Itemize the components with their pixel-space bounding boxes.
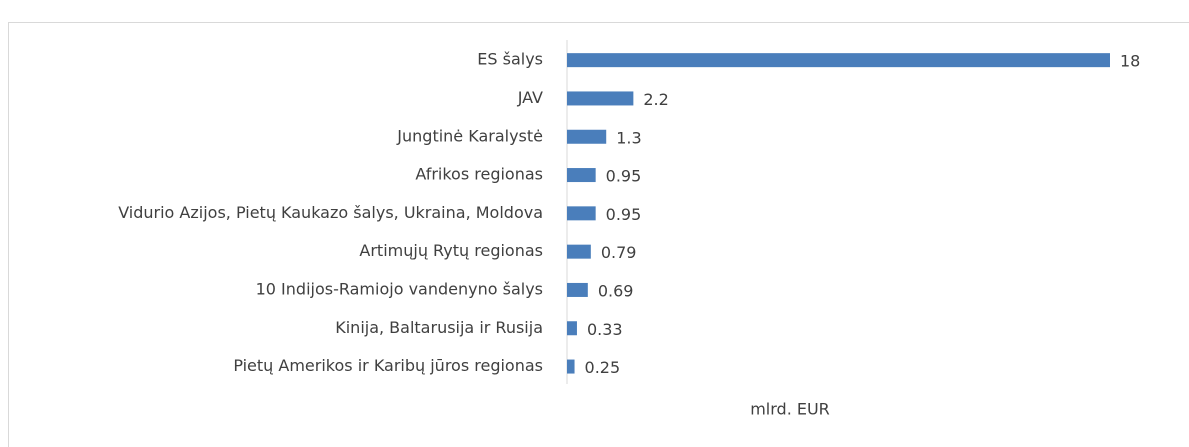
bar (567, 244, 591, 259)
y-tick-label: Vidurio Azijos, Pietų Kaukazo šalys, Ukr… (118, 203, 543, 222)
y-tick-label: Kinija, Baltarusija ir Rusija (335, 318, 543, 337)
y-tick-label: ES šalys (477, 50, 543, 69)
chart-frame (8, 22, 1189, 447)
bar (567, 129, 607, 144)
y-tick-label: Jungtinė Karalystė (396, 126, 543, 145)
bar (567, 206, 596, 221)
x-axis-label: mlrd. EUR (750, 400, 830, 419)
value-label: 0.33 (587, 320, 623, 339)
value-label: 0.25 (585, 358, 621, 377)
bar (567, 359, 575, 374)
bar (567, 53, 1110, 68)
value-label: 0.95 (606, 205, 642, 224)
y-tick-label: Pietų Amerikos ir Karibų jūros regionas (233, 356, 543, 375)
y-tick-label: JAV (517, 88, 543, 107)
y-tick-label: Artimųjų Rytų regionas (359, 241, 543, 260)
bar (567, 321, 577, 336)
y-tick-label: Afrikos regionas (415, 165, 543, 184)
value-label: 18 (1120, 52, 1140, 71)
bar (567, 91, 634, 106)
value-label: 1.3 (616, 128, 641, 147)
bar (567, 168, 596, 183)
y-tick-label: 10 Indijos-Ramiojo vandenyno šalys (256, 279, 543, 298)
value-label: 2.2 (643, 90, 668, 109)
value-label: 0.79 (601, 243, 637, 262)
value-label: 0.69 (598, 281, 634, 300)
bar (567, 282, 588, 297)
value-label: 0.95 (606, 167, 642, 186)
